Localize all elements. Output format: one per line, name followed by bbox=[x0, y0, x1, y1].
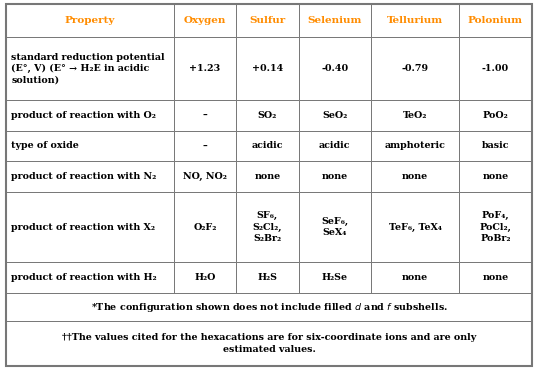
Bar bbox=[371, 262, 459, 293]
Bar bbox=[236, 37, 299, 100]
Text: none: none bbox=[402, 273, 428, 282]
Text: –: – bbox=[202, 111, 207, 120]
Bar bbox=[236, 4, 299, 37]
Text: none: none bbox=[482, 273, 508, 282]
Text: H₂Se: H₂Se bbox=[322, 273, 348, 282]
Text: Property: Property bbox=[65, 16, 115, 26]
Bar bbox=[299, 131, 371, 161]
Bar bbox=[459, 4, 532, 37]
Text: product of reaction with X₂: product of reaction with X₂ bbox=[11, 222, 155, 232]
Bar bbox=[174, 37, 236, 100]
Bar bbox=[459, 262, 532, 293]
Bar bbox=[459, 192, 532, 262]
Bar bbox=[299, 4, 371, 37]
Text: +0.14: +0.14 bbox=[252, 64, 283, 73]
Bar bbox=[459, 131, 532, 161]
Text: none: none bbox=[402, 172, 428, 181]
Bar bbox=[371, 4, 459, 37]
Text: -0.40: -0.40 bbox=[321, 64, 348, 73]
Text: ††The values cited for the hexacations are for six-coordinate ions and are only
: ††The values cited for the hexacations a… bbox=[62, 333, 476, 354]
Bar bbox=[459, 100, 532, 131]
Bar bbox=[6, 161, 174, 192]
Text: type of oxide: type of oxide bbox=[11, 141, 79, 151]
Bar bbox=[236, 161, 299, 192]
Text: none: none bbox=[482, 172, 508, 181]
Text: +1.23: +1.23 bbox=[189, 64, 221, 73]
Text: O₂F₂: O₂F₂ bbox=[193, 222, 217, 232]
Bar bbox=[459, 37, 532, 100]
Text: SeF₆,
SeX₄: SeF₆, SeX₄ bbox=[321, 217, 348, 237]
Text: SF₆,
S₂Cl₂,
S₂Br₂: SF₆, S₂Cl₂, S₂Br₂ bbox=[252, 211, 282, 243]
Bar bbox=[174, 100, 236, 131]
Bar bbox=[236, 100, 299, 131]
Text: NO, NO₂: NO, NO₂ bbox=[183, 172, 227, 181]
Text: Sulfur: Sulfur bbox=[249, 16, 286, 26]
Bar bbox=[6, 4, 174, 37]
Bar bbox=[371, 131, 459, 161]
Text: Polonium: Polonium bbox=[468, 16, 523, 26]
Bar bbox=[6, 262, 174, 293]
Bar bbox=[299, 37, 371, 100]
Bar bbox=[6, 192, 174, 262]
Text: Selenium: Selenium bbox=[308, 16, 362, 26]
Text: none: none bbox=[322, 172, 348, 181]
Text: PoF₄,
PoCl₂,
PoBr₂: PoF₄, PoCl₂, PoBr₂ bbox=[479, 211, 511, 243]
Text: basic: basic bbox=[482, 141, 509, 151]
Text: standard reduction potential
(E°, V) (E° → H₂E in acidic
solution): standard reduction potential (E°, V) (E°… bbox=[11, 53, 165, 85]
Bar bbox=[236, 262, 299, 293]
Text: amphoteric: amphoteric bbox=[385, 141, 445, 151]
Text: Oxygen: Oxygen bbox=[183, 16, 226, 26]
Bar bbox=[299, 262, 371, 293]
Bar bbox=[299, 192, 371, 262]
Text: SO₂: SO₂ bbox=[258, 111, 277, 120]
Bar bbox=[6, 37, 174, 100]
Text: PoO₂: PoO₂ bbox=[483, 111, 508, 120]
Text: H₂S: H₂S bbox=[257, 273, 277, 282]
Bar bbox=[236, 131, 299, 161]
Bar bbox=[6, 321, 532, 366]
Bar bbox=[174, 192, 236, 262]
Text: TeO₂: TeO₂ bbox=[403, 111, 427, 120]
Bar bbox=[236, 192, 299, 262]
Bar bbox=[174, 161, 236, 192]
Text: -1.00: -1.00 bbox=[482, 64, 509, 73]
Text: Tellurium: Tellurium bbox=[387, 16, 443, 26]
Bar bbox=[174, 262, 236, 293]
Bar bbox=[174, 4, 236, 37]
Text: TeF₆, TeX₄: TeF₆, TeX₄ bbox=[388, 222, 442, 232]
Text: -0.79: -0.79 bbox=[401, 64, 429, 73]
Text: acidic: acidic bbox=[252, 141, 283, 151]
Text: H₂O: H₂O bbox=[194, 273, 216, 282]
Bar bbox=[459, 161, 532, 192]
Text: SeO₂: SeO₂ bbox=[322, 111, 348, 120]
Text: product of reaction with O₂: product of reaction with O₂ bbox=[11, 111, 156, 120]
Bar bbox=[299, 161, 371, 192]
Bar bbox=[6, 131, 174, 161]
Text: –: – bbox=[202, 141, 207, 151]
Bar bbox=[174, 131, 236, 161]
Bar bbox=[371, 100, 459, 131]
Bar bbox=[371, 192, 459, 262]
Bar bbox=[371, 161, 459, 192]
Bar bbox=[299, 100, 371, 131]
Text: *The configuration shown does not include filled $\mathit{d}$ and $\mathit{f}$ s: *The configuration shown does not includ… bbox=[90, 300, 448, 313]
Bar bbox=[6, 293, 532, 321]
Text: acidic: acidic bbox=[319, 141, 351, 151]
Text: product of reaction with H₂: product of reaction with H₂ bbox=[11, 273, 157, 282]
Bar bbox=[6, 100, 174, 131]
Bar bbox=[371, 37, 459, 100]
Text: product of reaction with N₂: product of reaction with N₂ bbox=[11, 172, 157, 181]
Text: none: none bbox=[254, 172, 280, 181]
